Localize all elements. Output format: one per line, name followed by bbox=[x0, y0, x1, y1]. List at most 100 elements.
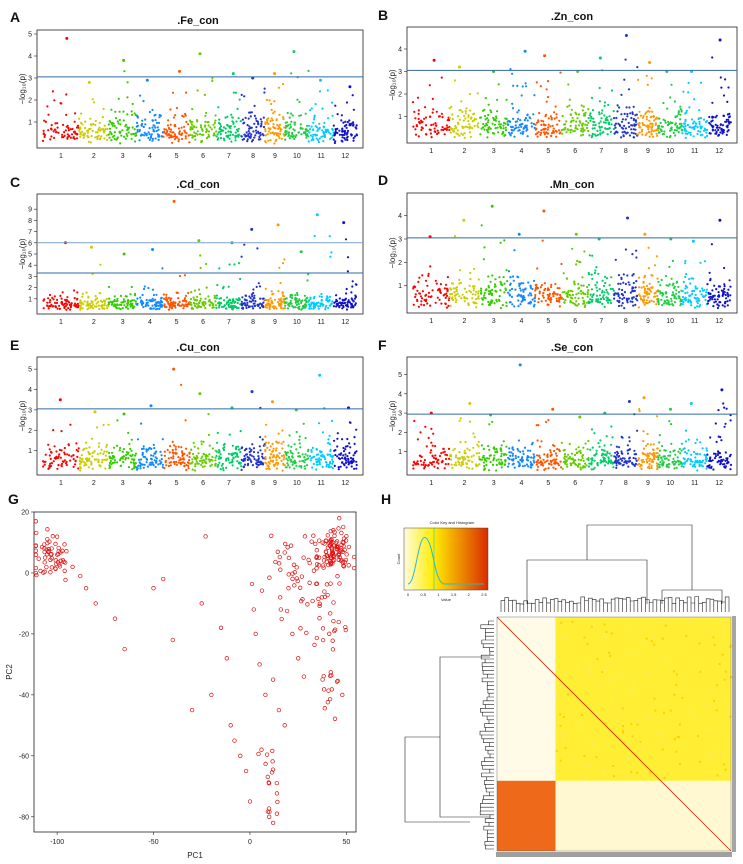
snp-point bbox=[265, 118, 269, 121]
snp-point bbox=[603, 464, 607, 467]
snp-point bbox=[620, 450, 623, 453]
snp-point bbox=[564, 126, 567, 129]
snp-point bbox=[624, 127, 628, 130]
snp-point bbox=[456, 286, 459, 289]
snp-point bbox=[517, 305, 520, 308]
snp-point bbox=[334, 128, 337, 131]
peak-point bbox=[462, 218, 466, 222]
snp-point bbox=[621, 459, 624, 462]
snp-point bbox=[231, 464, 234, 467]
snp-point bbox=[717, 285, 721, 288]
snp-point bbox=[344, 120, 347, 123]
snp-point bbox=[329, 465, 332, 468]
snp-point bbox=[175, 460, 178, 463]
snp-point bbox=[260, 461, 263, 464]
snp-point bbox=[508, 458, 511, 461]
snp-point bbox=[502, 124, 505, 127]
snp-point bbox=[526, 456, 529, 459]
snp-point bbox=[250, 293, 253, 296]
snp-point bbox=[297, 302, 300, 305]
snp-point bbox=[221, 305, 224, 309]
snp-point bbox=[286, 125, 289, 128]
snp-point bbox=[247, 133, 250, 136]
snp-point bbox=[138, 139, 141, 142]
snp-point bbox=[121, 301, 125, 304]
snp-point bbox=[553, 444, 556, 448]
snp-point bbox=[46, 301, 49, 304]
snp-point bbox=[653, 295, 657, 298]
snp-point bbox=[569, 131, 572, 134]
snp-point bbox=[167, 457, 170, 460]
snp-point bbox=[158, 134, 161, 137]
snp-point bbox=[642, 298, 645, 301]
snp-point bbox=[350, 291, 353, 294]
snp-point bbox=[107, 302, 111, 306]
snp-point bbox=[160, 297, 163, 300]
snp-point bbox=[346, 437, 349, 441]
snp-point bbox=[142, 466, 145, 469]
snp-point bbox=[151, 108, 154, 112]
snp-point bbox=[178, 300, 181, 304]
snp-point bbox=[98, 442, 101, 445]
chromosome-label: 11 bbox=[317, 153, 324, 160]
snp-point bbox=[336, 455, 339, 458]
snp-point bbox=[554, 282, 557, 286]
snp-point bbox=[484, 289, 487, 292]
chromosome-label: 8 bbox=[624, 318, 628, 325]
snp-point bbox=[309, 109, 312, 112]
snp-point bbox=[118, 459, 122, 462]
snp-point bbox=[591, 127, 594, 130]
snp-point bbox=[691, 122, 695, 125]
snp-point bbox=[627, 281, 630, 284]
snp-point bbox=[163, 450, 166, 453]
snp-point bbox=[331, 460, 335, 463]
snp-point bbox=[651, 110, 654, 113]
snp-point bbox=[650, 133, 653, 136]
chromosome-label: 6 bbox=[201, 153, 205, 160]
snp-point bbox=[193, 469, 197, 472]
snp-point bbox=[222, 126, 225, 129]
snp-point bbox=[240, 93, 243, 96]
snp-point bbox=[712, 125, 715, 128]
snp-point bbox=[645, 299, 648, 302]
snp-point bbox=[712, 295, 715, 298]
snp-point bbox=[638, 124, 641, 127]
snp-point bbox=[458, 457, 462, 460]
snp-point bbox=[266, 464, 270, 467]
snp-point bbox=[169, 445, 172, 448]
snp-point bbox=[209, 126, 212, 129]
snp-point bbox=[540, 129, 543, 132]
peak-point bbox=[151, 248, 154, 251]
snp-point bbox=[468, 420, 472, 423]
snp-point bbox=[54, 457, 57, 460]
snp-point bbox=[430, 449, 433, 452]
snp-point bbox=[132, 466, 136, 470]
snp-point bbox=[652, 300, 655, 303]
snp-point bbox=[541, 239, 544, 242]
snp-point bbox=[596, 133, 600, 136]
snp-point bbox=[277, 86, 280, 89]
snp-point bbox=[282, 83, 285, 86]
snp-point bbox=[622, 135, 625, 138]
snp-point bbox=[728, 115, 732, 118]
snp-point bbox=[513, 305, 516, 308]
snp-point bbox=[41, 139, 45, 142]
snp-point bbox=[424, 116, 428, 119]
snp-point bbox=[685, 109, 688, 112]
snp-point bbox=[505, 453, 508, 456]
snp-point bbox=[473, 267, 476, 270]
snp-point bbox=[151, 119, 154, 122]
snp-point bbox=[618, 300, 621, 303]
chromosome-label: 10 bbox=[666, 148, 674, 155]
snp-point bbox=[122, 460, 125, 464]
snp-point bbox=[595, 453, 598, 456]
snp-point bbox=[160, 461, 163, 464]
snp-point bbox=[490, 111, 493, 114]
snp-point bbox=[720, 86, 723, 89]
snp-point bbox=[586, 295, 589, 298]
snp-point bbox=[310, 449, 313, 452]
snp-point bbox=[693, 306, 697, 309]
snp-point bbox=[489, 460, 492, 464]
snp-point bbox=[241, 118, 244, 121]
snp-point bbox=[318, 137, 321, 140]
